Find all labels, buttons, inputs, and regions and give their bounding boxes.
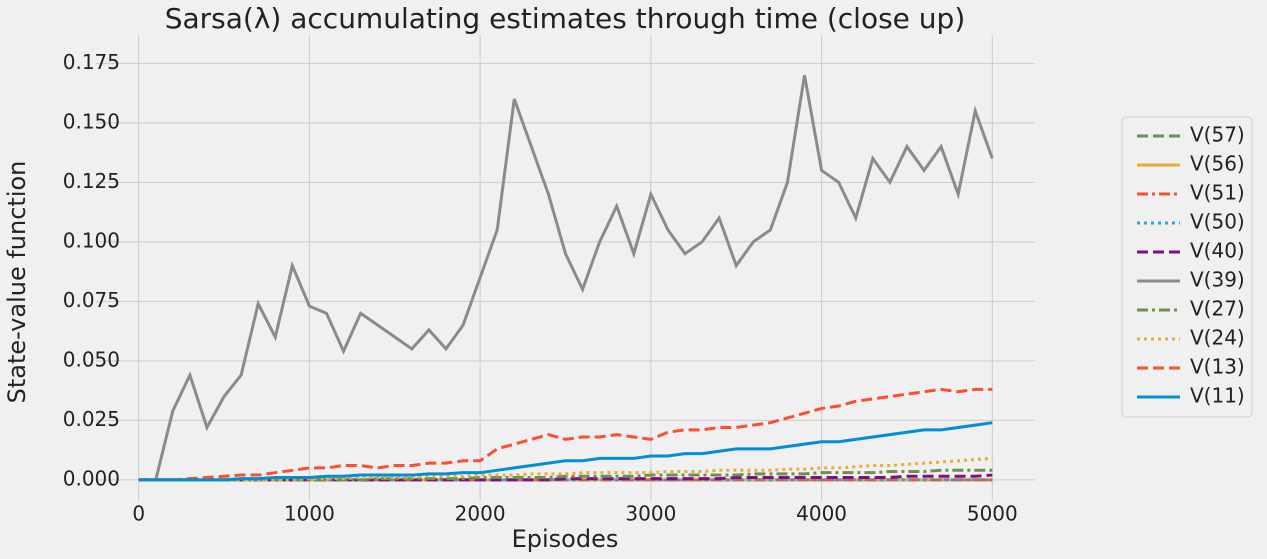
legend-box xyxy=(1121,116,1253,418)
x-tick-label: 5000 xyxy=(967,502,1018,526)
y-axis-label: State-value function xyxy=(3,161,31,404)
y-tick-label: 0.175 xyxy=(63,50,120,74)
x-tick-label: 0 xyxy=(132,502,145,526)
y-tick-label: 0.050 xyxy=(63,347,120,371)
y-tick-label: 0.000 xyxy=(63,466,120,490)
series-line xyxy=(138,473,993,482)
x-tick-label: 2000 xyxy=(455,502,506,526)
y-tick-label: 0.125 xyxy=(63,169,120,193)
legend-label: V(24) xyxy=(1190,326,1245,350)
legend-label: V(39) xyxy=(1190,268,1245,292)
y-tick-label: 0.150 xyxy=(63,109,120,133)
x-tick-label: 4000 xyxy=(796,502,847,526)
x-tick-label: 1000 xyxy=(284,502,335,526)
series-line xyxy=(138,421,993,482)
series-line xyxy=(138,456,993,482)
series-line xyxy=(138,74,994,482)
series-line xyxy=(138,387,993,482)
legend-label: V(56) xyxy=(1190,152,1245,176)
legend-label: V(50) xyxy=(1190,210,1245,234)
legend-label: V(57) xyxy=(1190,123,1245,147)
legend-label: V(51) xyxy=(1190,181,1245,205)
x-axis-label: Episodes xyxy=(512,525,619,553)
legend-label: V(13) xyxy=(1190,355,1245,379)
legend-label: V(40) xyxy=(1190,239,1245,263)
legend-label: V(27) xyxy=(1190,297,1245,321)
y-tick-label: 0.025 xyxy=(63,407,120,431)
y-tick-label: 0.075 xyxy=(63,288,120,312)
y-tick-label: 0.100 xyxy=(63,228,120,252)
chart-title: Sarsa(λ) accumulating estimates through … xyxy=(165,2,966,35)
legend-label: V(11) xyxy=(1190,384,1245,408)
x-tick-label: 3000 xyxy=(625,502,676,526)
